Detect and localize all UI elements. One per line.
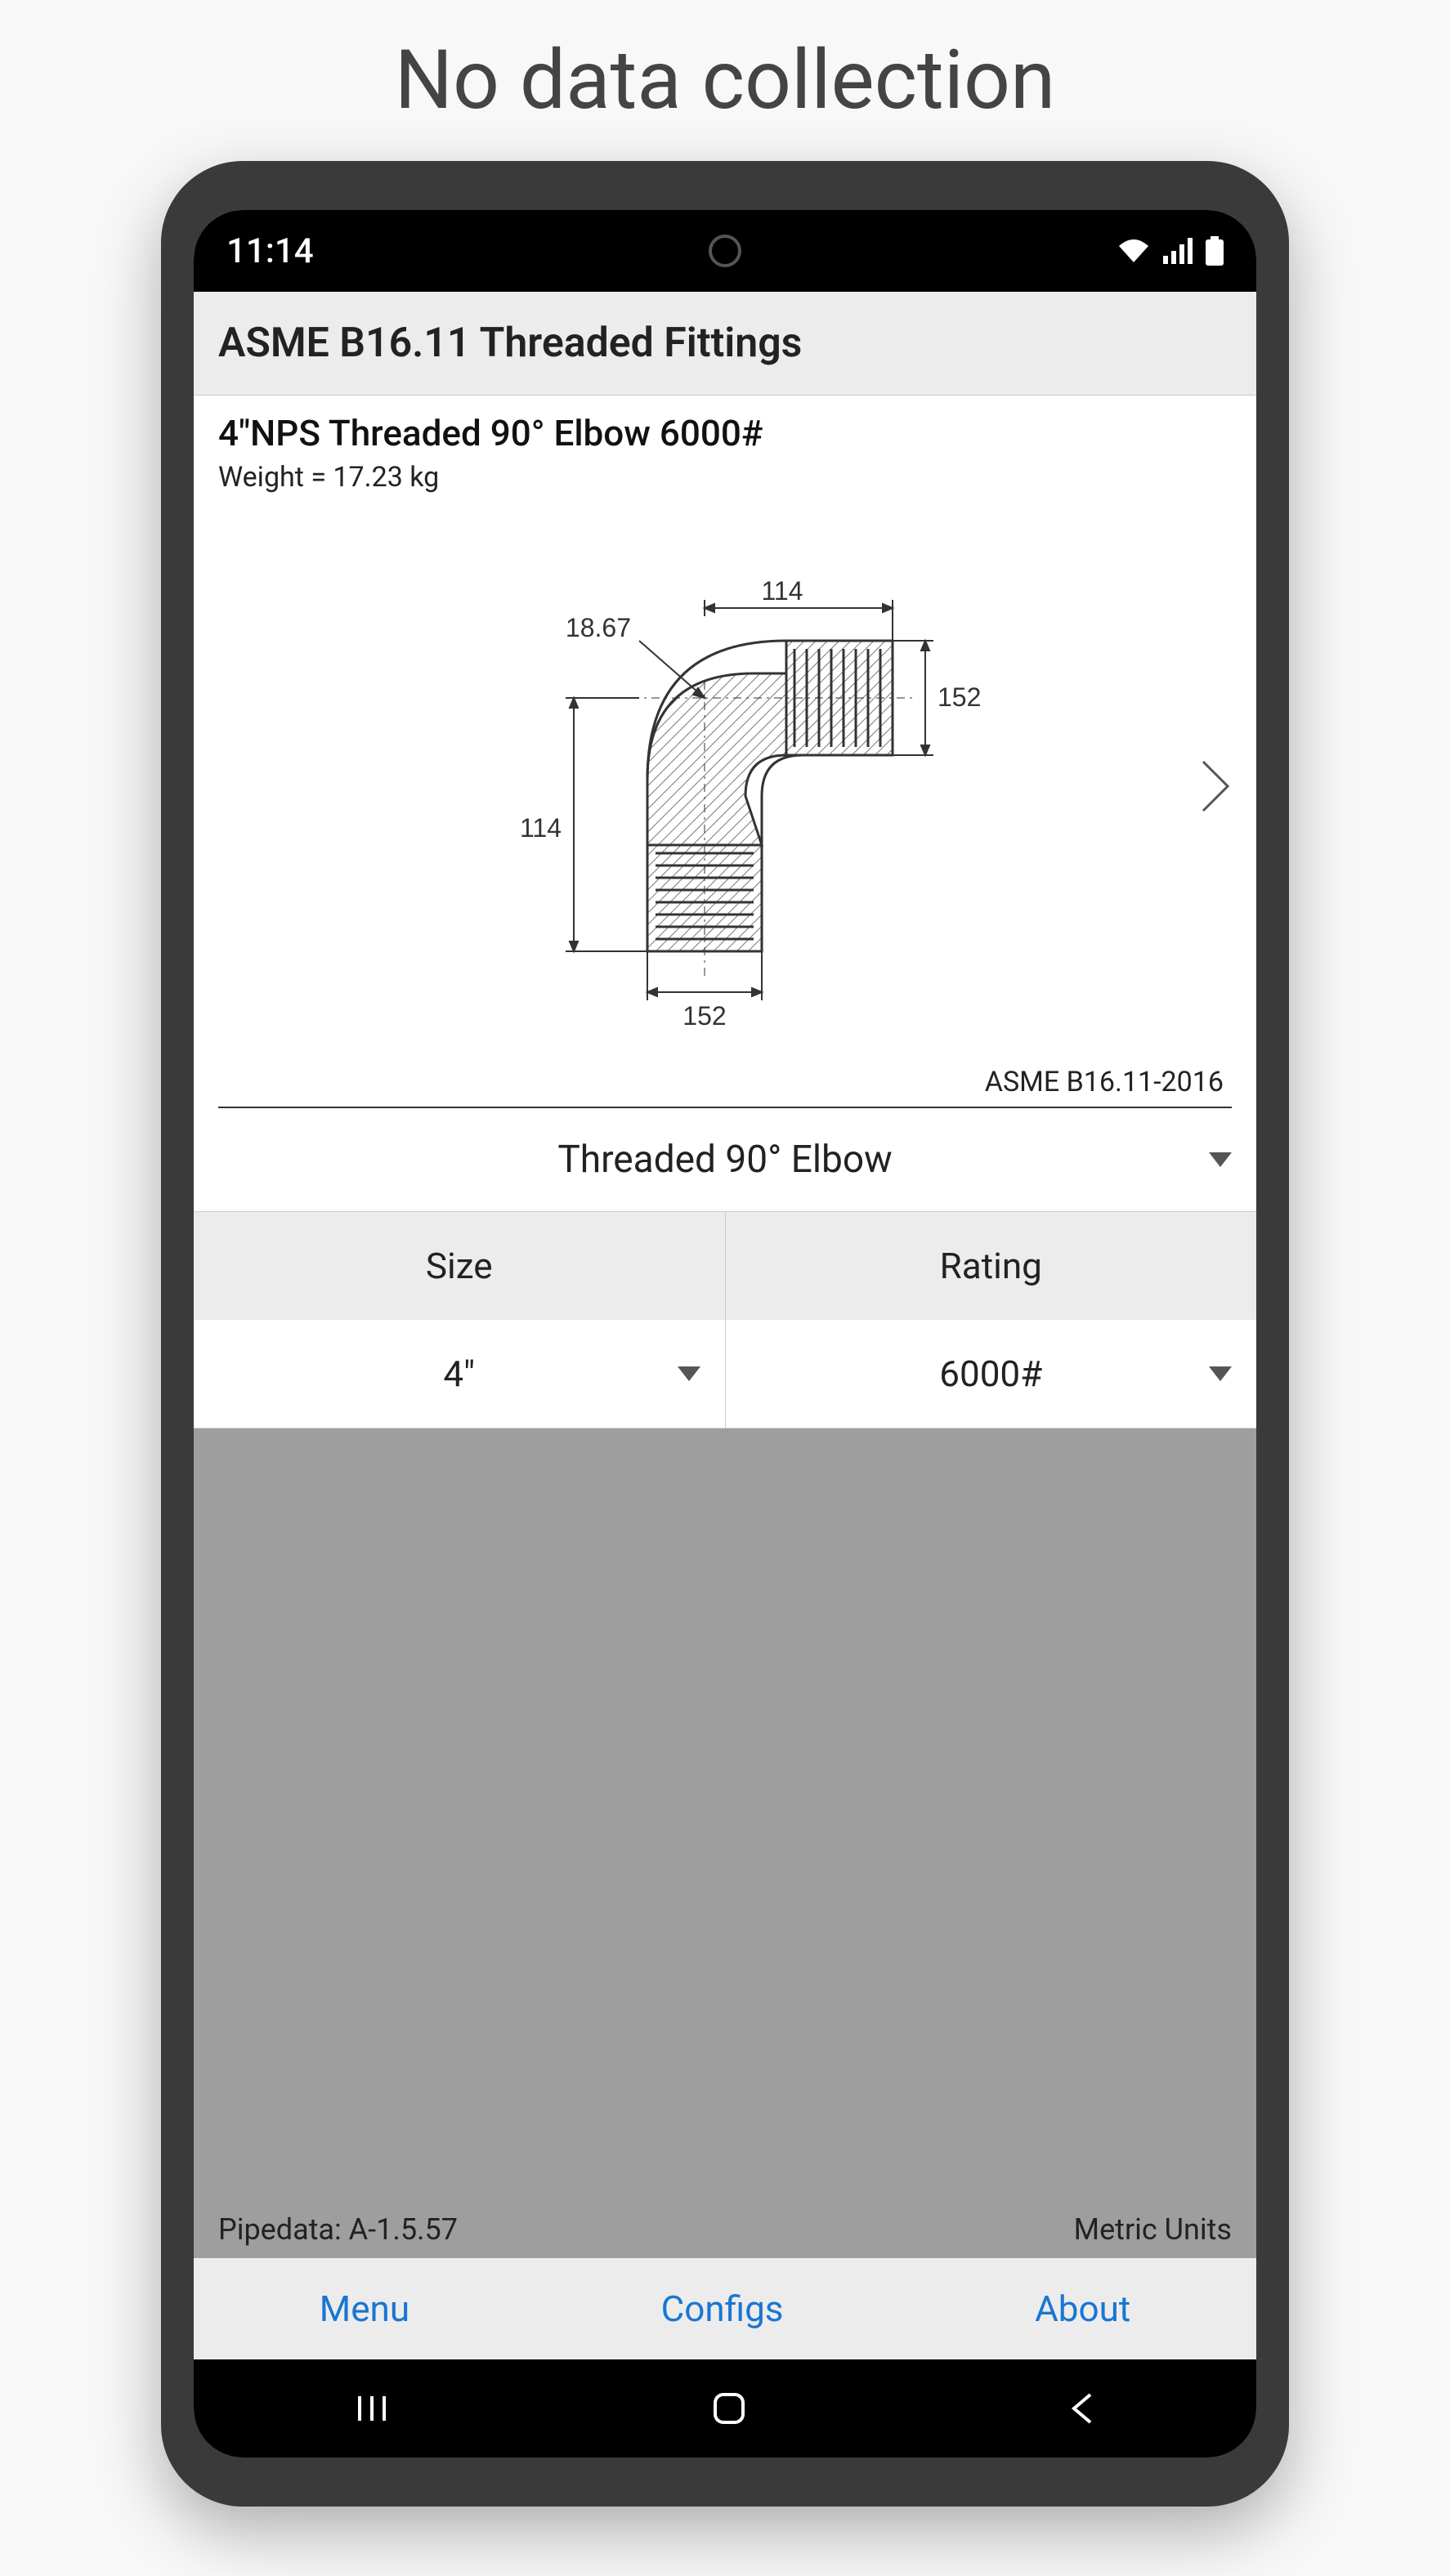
signal-icon: [1163, 238, 1193, 264]
menu-button[interactable]: Menu: [320, 2288, 409, 2330]
configs-button[interactable]: Configs: [661, 2288, 784, 2330]
chevron-down-icon: [678, 1366, 700, 1381]
phone-frame: 11:14 ASME B16.11 Threaded Fittings 4"NP…: [161, 161, 1289, 2507]
elbow-diagram: 114 114 152 152 18.67: [459, 534, 991, 1041]
app-header-title: ASME B16.11 Threaded Fittings: [218, 320, 1232, 367]
selectors-row: Size 4" Rating 6000#: [194, 1212, 1256, 1429]
home-icon[interactable]: [709, 2388, 750, 2429]
phone-screen: 11:14 ASME B16.11 Threaded Fittings 4"NP…: [194, 210, 1256, 2457]
type-selector-label: Threaded 90° Elbow: [557, 1138, 892, 1182]
size-header: Size: [194, 1212, 725, 1320]
chevron-down-icon: [1209, 1366, 1232, 1381]
chevron-down-icon: [1209, 1152, 1232, 1167]
dim-right-label: 152: [938, 682, 981, 712]
dim-bottom-label: 152: [682, 1001, 726, 1031]
rating-value: 6000#: [939, 1353, 1042, 1395]
camera-hole-icon: [709, 235, 741, 267]
content-area: 4"NPS Threaded 90° Elbow 6000# Weight = …: [194, 396, 1256, 1108]
recents-icon[interactable]: [351, 2392, 392, 2425]
dim-top-label: 114: [761, 576, 803, 606]
app-header: ASME B16.11 Threaded Fittings: [194, 292, 1256, 396]
next-arrow-button[interactable]: [1199, 758, 1232, 818]
footer-info: Pipedata: A-1.5.57 Metric Units: [194, 2201, 1256, 2258]
rating-selector[interactable]: 6000#: [726, 1320, 1257, 1428]
bottom-nav: Menu Configs About: [194, 2258, 1256, 2359]
battery-icon: [1206, 236, 1224, 266]
spec-label: ASME B16.11-2016: [218, 1066, 1232, 1108]
android-nav-bar: [194, 2359, 1256, 2457]
dim-left-label: 114: [520, 813, 562, 843]
wifi-icon: [1117, 238, 1150, 264]
empty-area: Pipedata: A-1.5.57 Metric Units: [194, 1429, 1256, 2258]
size-selector[interactable]: 4": [194, 1320, 725, 1428]
version-label: Pipedata: A-1.5.57: [218, 2212, 458, 2247]
diagram-area: 114 114 152 152 18.67: [218, 510, 1232, 1066]
rating-column: Rating 6000#: [726, 1212, 1257, 1428]
back-icon[interactable]: [1066, 2388, 1099, 2429]
about-button[interactable]: About: [1035, 2288, 1130, 2330]
item-weight: Weight = 17.23 kg: [218, 461, 1232, 494]
status-icons: [1117, 236, 1224, 266]
rating-header: Rating: [726, 1212, 1257, 1320]
type-selector[interactable]: Threaded 90° Elbow: [194, 1108, 1256, 1212]
status-bar: 11:14: [194, 210, 1256, 292]
dim-radius-label: 18.67: [566, 613, 631, 642]
size-value: 4": [443, 1353, 475, 1395]
size-column: Size 4": [194, 1212, 726, 1428]
status-time: 11:14: [226, 231, 314, 271]
item-title: 4"NPS Threaded 90° Elbow 6000#: [218, 412, 1232, 454]
units-label: Metric Units: [1074, 2212, 1232, 2247]
page-title: No data collection: [395, 33, 1056, 128]
